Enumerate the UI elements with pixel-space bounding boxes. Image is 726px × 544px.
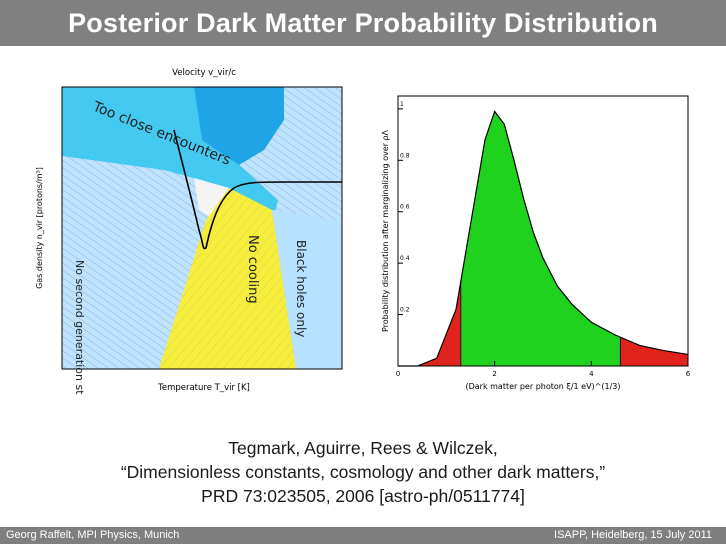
x-axis-label: (Dark matter per photon ξ/1 eV)^(1/3) bbox=[465, 382, 620, 391]
y-tick-label: 0.6 bbox=[400, 204, 410, 211]
x-axis-label: Temperature T_vir [K] bbox=[157, 383, 250, 393]
y-tick-label: 1 bbox=[400, 101, 404, 108]
no-second-gen-label: No second generation stars bbox=[73, 260, 86, 395]
probability-chart: 0 2 4 6 0.2 0.4 0.6 0.8 1 (Dark matter per photo… bbox=[376, 86, 696, 396]
x-tick-label: 0 bbox=[396, 370, 400, 378]
black-holes-label: Black holes only bbox=[294, 240, 308, 337]
y-axis-label: Gas density n_vir [protons/m³] bbox=[35, 167, 44, 289]
citation-title: “Dimensionless constants, cosmology and … bbox=[120, 462, 606, 482]
y-tick-label: 0.8 bbox=[400, 152, 410, 159]
slide-title: Posterior Dark Matter Probability Distri… bbox=[0, 0, 726, 46]
footer-event: ISAPP, Heidelberg, 15 July 2011 bbox=[554, 529, 712, 541]
footer-bar: Georg Raffelt, MPI Physics, Munich ISAPP… bbox=[0, 527, 726, 544]
habitability-figure: Too close encounters No cooling Black ho… bbox=[34, 60, 376, 412]
probability-curve bbox=[398, 110, 689, 367]
left-tail-area bbox=[398, 281, 461, 366]
x-tick-label: 2 bbox=[492, 370, 496, 378]
y-tick-label: 0.4 bbox=[400, 255, 410, 262]
y-axis-label: Probability distribution after marginali… bbox=[381, 129, 390, 332]
x-tick-label: 4 bbox=[589, 370, 594, 378]
plot-frame bbox=[397, 95, 689, 367]
footer-author: Georg Raffelt, MPI Physics, Munich bbox=[6, 529, 180, 541]
top-axis-label: Velocity v_vir/c bbox=[172, 68, 236, 78]
no-cooling-label: No cooling bbox=[245, 235, 260, 304]
y-tick-label: 0.2 bbox=[400, 307, 410, 314]
center-area bbox=[460, 111, 621, 366]
cooling-curve bbox=[173, 129, 342, 250]
x-tick-label: 6 bbox=[686, 370, 691, 378]
citation-reference: PRD 73:023505, 2006 [astro-ph/0511774] bbox=[201, 486, 525, 506]
too-close-region bbox=[62, 87, 278, 218]
citation-block: Tegmark, Aguirre, Rees & Wilczek, “Dimen… bbox=[60, 436, 666, 508]
citation-authors: Tegmark, Aguirre, Rees & Wilczek, bbox=[228, 438, 498, 458]
